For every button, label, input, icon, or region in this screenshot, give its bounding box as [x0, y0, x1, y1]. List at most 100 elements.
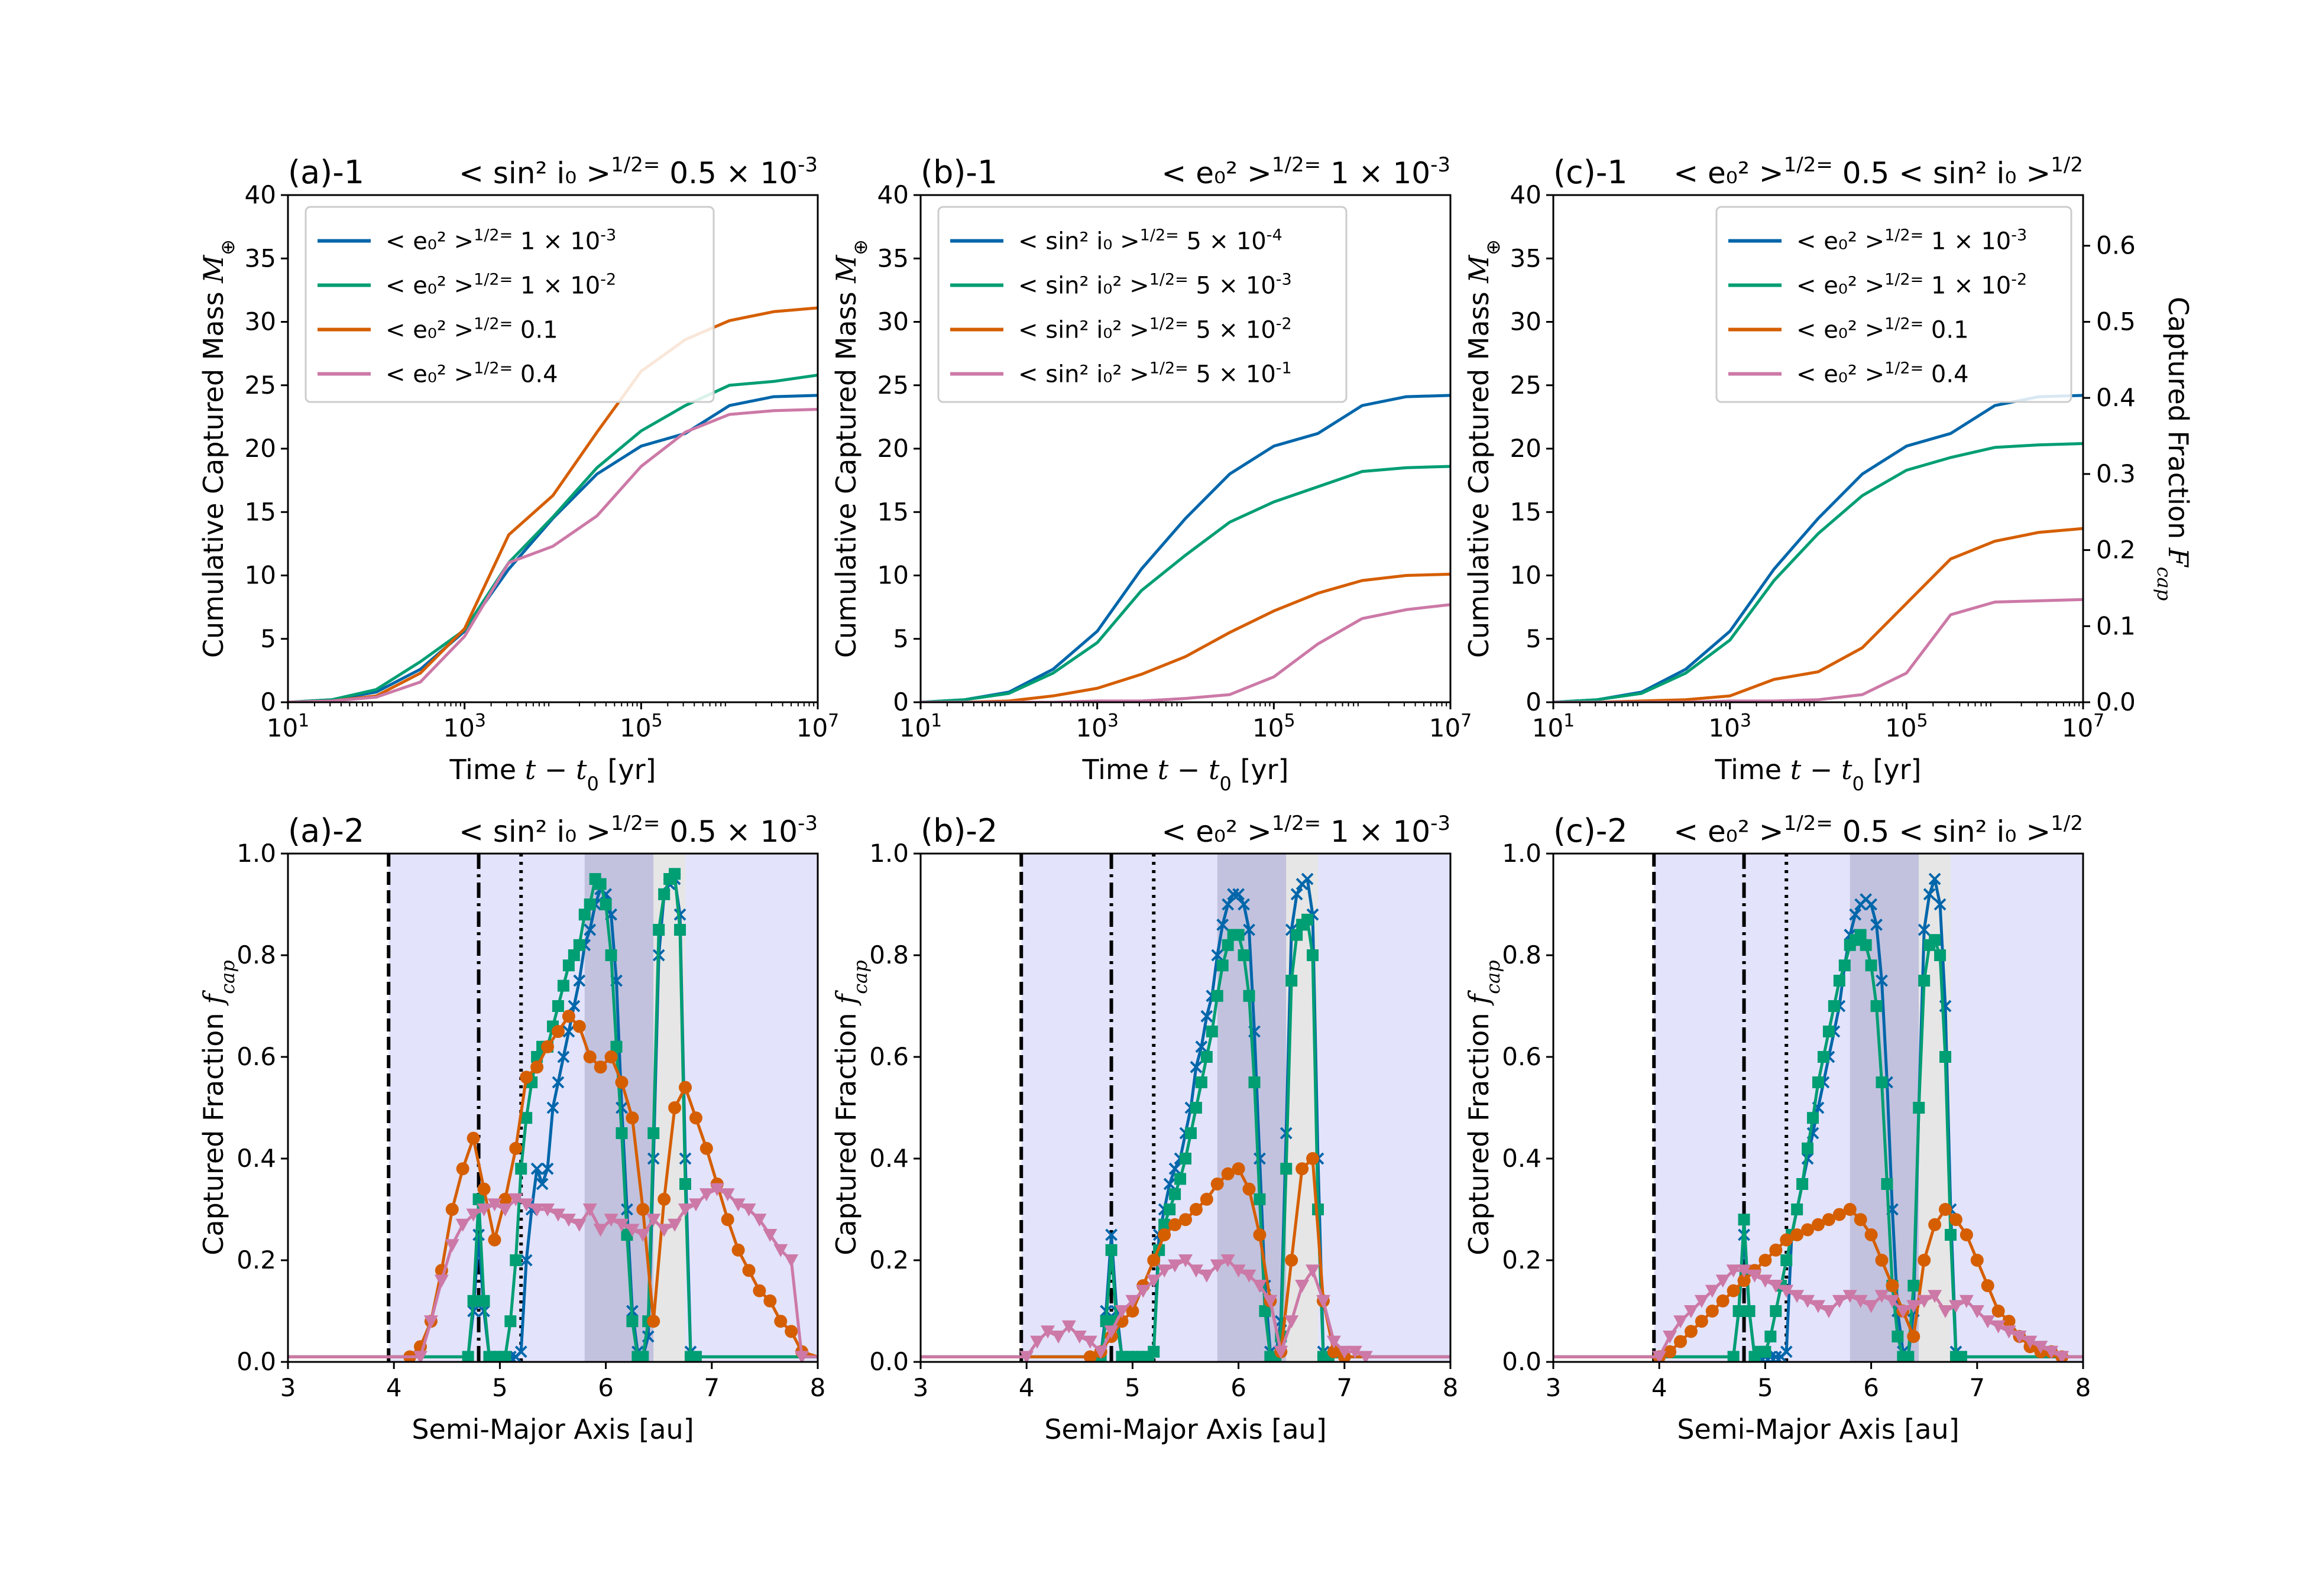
y-tick-label: 0.6 — [1502, 1042, 1541, 1071]
data-point-pink — [1683, 1305, 1698, 1318]
data-point-orange — [1991, 1305, 2005, 1318]
x-tick-label: 5 — [492, 1373, 508, 1402]
data-point-orange — [1189, 1203, 1203, 1216]
y-tick-label: 15 — [1510, 497, 1541, 526]
data-point-green — [1828, 1000, 1840, 1012]
x-tick-label: 5 — [1757, 1373, 1773, 1402]
data-point-pink — [1061, 1320, 1076, 1334]
data-point-green — [1918, 975, 1931, 987]
data-point-pink — [1991, 1320, 2006, 1334]
x-tick-label: 103 — [1708, 711, 1751, 743]
data-point-pink — [2012, 1331, 2027, 1344]
y-tick-label: 30 — [245, 307, 276, 336]
series-line-orange — [288, 1014, 818, 1358]
data-point-pink — [1842, 1290, 1857, 1303]
data-point-green — [504, 1315, 517, 1328]
x-tick-label: 6 — [1230, 1373, 1246, 1402]
data-point-orange — [562, 1010, 575, 1023]
data-point-orange — [731, 1243, 745, 1257]
series-group — [1553, 394, 2083, 702]
data-point-green — [1854, 929, 1867, 941]
data-point-green — [1105, 1244, 1118, 1256]
data-point-pink — [1199, 1269, 1214, 1283]
data-point-orange — [1306, 1152, 1320, 1165]
x-tick-label: 3 — [1546, 1373, 1562, 1402]
x-axis-label: Semi-Major Axis [au] — [1044, 1413, 1326, 1445]
y-axis-label: Captured Fraction fcap — [197, 960, 239, 1255]
x-tick-label: 5 — [1125, 1373, 1141, 1402]
data-point-blue — [552, 1076, 565, 1089]
data-point-green — [1907, 1280, 1920, 1292]
data-point-orange — [647, 1315, 660, 1328]
y2-tick-label: 0.2 — [2096, 536, 2136, 565]
data-point-green — [462, 1351, 474, 1362]
y-tick-label: 0.2 — [237, 1245, 276, 1274]
data-point-green — [669, 868, 681, 880]
data-point-pink — [509, 1193, 523, 1206]
data-point-pink — [2023, 1335, 2038, 1349]
data-point-orange — [1285, 1254, 1298, 1267]
y2-tick-label: 0.3 — [2096, 459, 2136, 488]
data-point-orange — [1168, 1218, 1182, 1231]
data-point-orange — [477, 1182, 491, 1196]
data-point-pink — [1864, 1300, 1879, 1313]
x-tick-label: 107 — [2062, 711, 2105, 743]
legend-box — [1715, 206, 2072, 403]
legend-entry: < e₀² >1/2= 1 × 10-2 — [1796, 270, 2027, 300]
data-point-green — [637, 1351, 649, 1362]
data-point-pink — [445, 1239, 459, 1253]
legend-box — [305, 206, 715, 403]
data-point-green — [679, 1178, 691, 1190]
data-point-green — [1254, 1193, 1266, 1205]
data-point-green — [515, 1163, 527, 1175]
data-point-green — [1184, 1127, 1197, 1139]
legend-entry: < e₀² >1/2= 0.4 — [386, 359, 558, 388]
data-point-pink — [1673, 1315, 1688, 1329]
data-point-orange — [498, 1192, 512, 1206]
data-point-green — [467, 1295, 480, 1307]
data-point-green — [1892, 1331, 1904, 1342]
series-line-blue — [288, 394, 818, 702]
x-axis-label: Semi-Major Axis [au] — [412, 1413, 694, 1445]
data-point-green — [1833, 975, 1845, 987]
data-point-orange — [1918, 1254, 1931, 1267]
data-point-orange — [1295, 1162, 1309, 1176]
y-axis-label: Cumulative Captured Mass M⊕ — [197, 239, 239, 658]
data-point-blue — [616, 1101, 628, 1114]
data-point-green — [647, 1127, 660, 1139]
data-point-green — [499, 1351, 511, 1362]
y-tick-label: 0.8 — [1502, 940, 1541, 969]
data-point-pink — [1157, 1264, 1172, 1278]
x-tick-label: 101 — [1532, 711, 1575, 743]
data-point-pink — [1093, 1345, 1108, 1359]
data-point-orange — [1812, 1218, 1825, 1231]
y2-tick-label: 0.0 — [2096, 687, 2136, 716]
data-point-blue — [1105, 1228, 1118, 1241]
x-axis-label: Time t − t0 [yr] — [1081, 754, 1288, 795]
data-point-blue — [1301, 872, 1314, 885]
y-tick-label: 30 — [1510, 307, 1541, 336]
data-point-pink — [2055, 1351, 2069, 1362]
data-point-pink — [1263, 1295, 1278, 1308]
data-point-orange — [1875, 1254, 1889, 1267]
data-point-orange — [1981, 1279, 1994, 1292]
data-point-pink — [1694, 1295, 1709, 1308]
data-point-green — [1817, 1051, 1829, 1063]
y-tick-label: 0 — [893, 687, 909, 716]
data-point-pink — [1168, 1259, 1183, 1273]
x-axis-label: Time t − t0 [yr] — [1714, 754, 1921, 795]
x-axis-label: Semi-Major Axis [au] — [1677, 1413, 1959, 1445]
data-point-green — [1759, 1345, 1771, 1358]
data-point-pink — [434, 1274, 449, 1288]
data-point-green — [472, 1193, 485, 1205]
data-point-pink — [1663, 1331, 1677, 1344]
y2-tick-label: 0.5 — [2096, 307, 2136, 336]
data-point-green — [1807, 1112, 1819, 1124]
data-point-orange — [1727, 1284, 1740, 1297]
data-point-pink — [1337, 1345, 1352, 1359]
data-point-orange — [1253, 1228, 1267, 1241]
data-point-orange — [1695, 1315, 1708, 1328]
data-point-green — [557, 979, 569, 992]
data-point-blue — [541, 1162, 554, 1175]
data-point-pink — [720, 1188, 735, 1202]
